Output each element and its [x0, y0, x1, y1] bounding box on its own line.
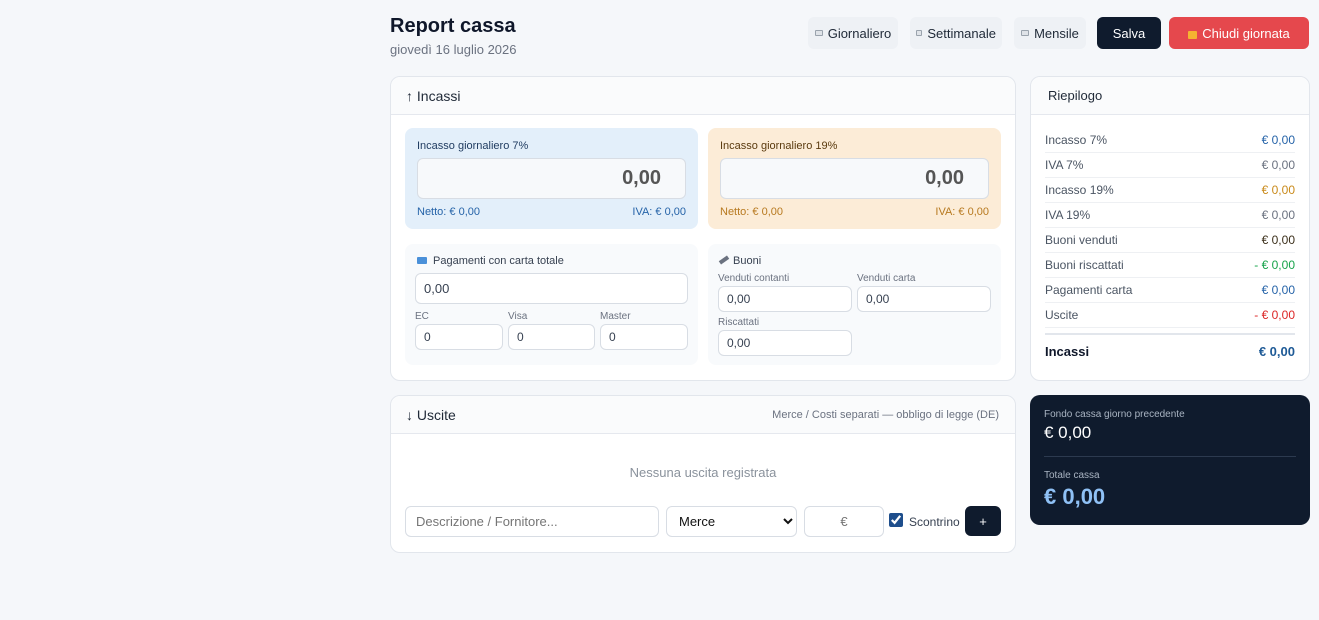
field-label: Visa: [508, 311, 528, 322]
card-header: ↓ Uscite: [391, 396, 1015, 434]
card-icon: [417, 257, 427, 264]
lock-icon: [1188, 30, 1198, 39]
row-value: € 0,00: [1261, 183, 1295, 197]
summary-card: Riepilogo Incasso 7% € 0,00 IVA 7% € 0,00 In…: [1030, 76, 1310, 381]
card-header: Riepilogo: [1031, 77, 1309, 115]
total-label: Totale cassa: [1044, 470, 1100, 481]
summary-row: Uscite - € 0,00: [1045, 303, 1295, 328]
vat7-input[interactable]: [417, 158, 686, 199]
net: Netto: € 0,00: [720, 206, 783, 218]
close-day-button[interactable]: Chiudi giornata: [1169, 17, 1309, 49]
weekly-button[interactable]: Settimanale: [910, 17, 1002, 49]
page-date: giovedì 16 luglio 2026: [390, 42, 517, 57]
row-label: Incasso 7%: [1045, 133, 1108, 147]
card-total-input[interactable]: [415, 273, 688, 304]
total-value: € 0,00: [1044, 484, 1106, 509]
sold-card-input[interactable]: [857, 286, 991, 312]
label: Salva: [1112, 25, 1146, 41]
label: Buoni: [733, 255, 762, 267]
row-label: IVA 7%: [1045, 158, 1084, 172]
daily-button[interactable]: Giornaliero: [808, 17, 898, 49]
label: Pagamenti con carta totale: [433, 255, 564, 267]
row-value: - € 0,00: [1254, 258, 1295, 272]
income-card: ↑ Incassi Incasso giornaliero 7% Netto: …: [390, 76, 1016, 381]
vat19-box: Incasso giornaliero 19% Netto: € 0,00 IV…: [708, 128, 1001, 229]
icon: [916, 30, 923, 36]
previous-value: € 0,00: [1044, 423, 1092, 442]
row-label: Pagamenti carta: [1045, 283, 1133, 297]
label: Settimanale: [927, 25, 996, 41]
receipt-label: Scontrino: [909, 515, 960, 529]
redeemed-input[interactable]: [718, 330, 852, 356]
summary-row: IVA 19% € 0,00: [1045, 203, 1295, 228]
label: Giornaliero: [827, 25, 892, 41]
monthly-button[interactable]: Mensile: [1014, 17, 1086, 49]
row-value: € 0,00: [1261, 208, 1295, 222]
pencil-icon: [718, 255, 730, 265]
row-label: Incasso 19%: [1045, 183, 1114, 197]
divider: [1044, 456, 1296, 457]
summary-row: IVA 7% € 0,00: [1045, 153, 1295, 178]
previous-label: Fondo cassa giorno precedente: [1044, 409, 1185, 420]
row-label: Uscite: [1045, 308, 1079, 322]
vouchers-box: Buoni Venduti contanti Venduti carta Ris…: [708, 244, 1001, 365]
row-value: € 0,00: [1261, 133, 1295, 147]
expenses-card: ↓ Uscite Merce / Costi separati — obblig…: [390, 395, 1016, 553]
add-button[interactable]: +: [965, 506, 1001, 536]
row-label: Buoni riscattati: [1045, 258, 1124, 272]
card-header: ↑ Incassi: [391, 77, 1015, 115]
field-label: Master: [600, 311, 631, 322]
empty-message: Nessuna uscita registrata: [629, 465, 777, 480]
field-label: EC: [415, 311, 429, 322]
vat19-input[interactable]: [720, 158, 989, 199]
icon: [814, 30, 823, 36]
total-value: € 0,00: [1258, 344, 1295, 359]
label: Mensile: [1034, 25, 1079, 41]
visa-input[interactable]: [508, 324, 595, 350]
vat: IVA: € 0,00: [935, 206, 989, 218]
summary-row: Buoni venduti € 0,00: [1045, 228, 1295, 253]
row-label: Buoni venduti: [1045, 233, 1118, 247]
master-input[interactable]: [600, 324, 688, 350]
label: Chiudi giornata: [1202, 25, 1290, 41]
label: Incasso giornaliero 19%: [720, 140, 838, 152]
divider: [1045, 333, 1295, 335]
icon: [1021, 30, 1030, 36]
legal-note: Merce / Costi separati — obbligo di legg…: [772, 409, 999, 421]
amount-input[interactable]: [804, 506, 884, 537]
vat7-box: Incasso giornaliero 7% Netto: € 0,00 IVA…: [405, 128, 698, 229]
label: Incasso giornaliero 7%: [417, 140, 529, 152]
total-label: Incassi: [1045, 344, 1090, 359]
vat: IVA: € 0,00: [632, 206, 686, 218]
field-label: Riscattati: [718, 317, 760, 328]
category-select[interactable]: Merce: [666, 506, 797, 537]
row-value: € 0,00: [1261, 233, 1295, 247]
save-button[interactable]: Salva: [1097, 17, 1161, 49]
label: +: [979, 513, 987, 529]
net: Netto: € 0,00: [417, 206, 480, 218]
sold-cash-input[interactable]: [718, 286, 852, 312]
row-value: € 0,00: [1261, 158, 1295, 172]
summary-row: Buoni riscattati - € 0,00: [1045, 253, 1295, 278]
ec-input[interactable]: [415, 324, 503, 350]
cash-card: Fondo cassa giorno precedente € 0,00 Tot…: [1030, 395, 1310, 525]
description-input[interactable]: [405, 506, 659, 537]
row-label: IVA 19%: [1045, 208, 1091, 222]
field-label: Venduti carta: [857, 273, 916, 284]
field-label: Venduti contanti: [718, 273, 790, 284]
summary-row: Incasso 19% € 0,00: [1045, 178, 1295, 203]
summary-row: Pagamenti carta € 0,00: [1045, 278, 1295, 303]
receipt-checkbox[interactable]: [889, 513, 903, 527]
card-payments-box: Pagamenti con carta totale EC Visa Maste…: [405, 244, 698, 365]
row-value: - € 0,00: [1254, 308, 1295, 322]
summary-row: Incasso 7% € 0,00: [1045, 128, 1295, 153]
row-value: € 0,00: [1261, 283, 1295, 297]
page-title: Report cassa: [390, 15, 516, 37]
